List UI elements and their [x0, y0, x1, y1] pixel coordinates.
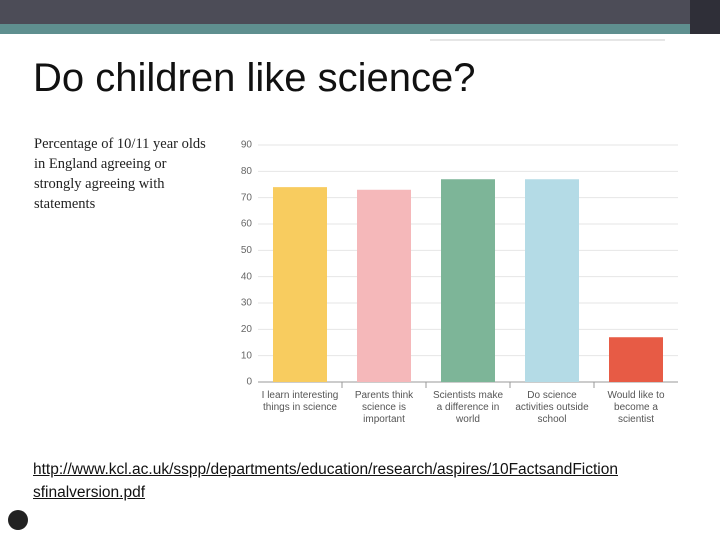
- chart-title: Percentage of 10/11 year olds in England…: [34, 136, 206, 212]
- y-tick-label: 30: [241, 298, 253, 309]
- header-stripe: [0, 24, 720, 34]
- bar: [525, 179, 579, 382]
- y-tick-label: 70: [241, 192, 253, 203]
- bar: [357, 189, 411, 382]
- y-tick-label: 90: [241, 140, 253, 151]
- logo: [8, 510, 28, 530]
- bar: [441, 179, 495, 382]
- x-tick-label: Scientists make a difference in world: [432, 390, 504, 425]
- header-band: [0, 0, 720, 24]
- y-tick-label: 0: [246, 377, 252, 388]
- bar: [273, 187, 327, 382]
- bar: [609, 337, 663, 382]
- header-corner: [690, 0, 720, 34]
- x-tick-label: I learn interesting things in science: [261, 390, 339, 413]
- x-tick-label: Do science activities outside school: [515, 390, 589, 425]
- x-tick-label: Parents think science is important: [354, 390, 414, 425]
- y-tick-label: 60: [241, 219, 253, 230]
- y-tick-label: 50: [241, 245, 253, 256]
- y-tick-label: 20: [241, 324, 253, 335]
- slide-title: Do children like science?: [33, 56, 476, 100]
- x-tick-label: Would like to become a scientist: [607, 390, 665, 425]
- source-link[interactable]: http://www.kcl.ac.uk/sspp/departments/ed…: [33, 461, 618, 501]
- y-tick-label: 80: [241, 166, 253, 177]
- y-tick-label: 10: [241, 350, 253, 361]
- y-tick-label: 40: [241, 271, 253, 282]
